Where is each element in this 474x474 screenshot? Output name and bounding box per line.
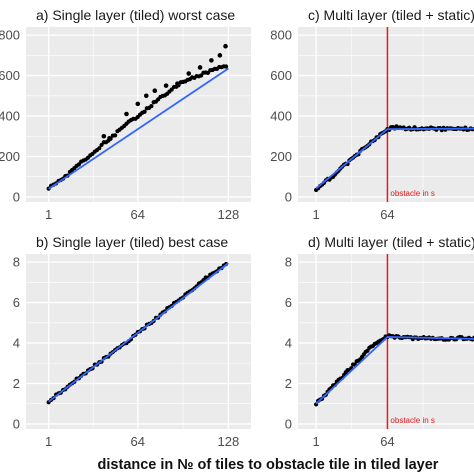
y-tick-label: 800 (0, 28, 20, 43)
panel-d-title: d) Multi layer (tiled + static) (308, 234, 474, 250)
y-tick-label: 0 (13, 189, 20, 204)
data-point-outlier (107, 135, 112, 141)
x-tick-label: 1 (45, 434, 52, 449)
obstacle-annotation: obstacle in s (390, 189, 434, 198)
data-point-outlier (152, 88, 158, 94)
data-point (142, 109, 147, 114)
y-tick-label: 800 (270, 28, 292, 43)
y-tick-label: 600 (270, 68, 292, 83)
fit-line (315, 336, 474, 405)
y-tick-label: 8 (285, 255, 292, 270)
panel-c-plot-area (298, 27, 474, 202)
x-tick-label: 128 (218, 434, 240, 449)
data-point-outlier (124, 111, 129, 117)
data-point-outlier (101, 133, 107, 139)
data-point-outlier (175, 81, 180, 86)
fit-line (315, 127, 474, 190)
data-point-outlier (197, 65, 203, 70)
x-tick-label: 64 (131, 434, 145, 449)
panel-d-marks: obstacle in s (314, 254, 474, 429)
y-tick-label: 4 (13, 336, 20, 351)
x-tick-label: 1 (45, 207, 52, 222)
x-tick-label: 64 (380, 207, 394, 222)
y-tick-label: 0 (13, 416, 20, 431)
panel-d-plot-area (298, 254, 474, 429)
obstacle-annotation: obstacle in s (390, 416, 434, 425)
panel-a-tick-labels: 1 64 128 0 200 400 600 800 (0, 28, 239, 222)
data-point-outlier (143, 93, 149, 99)
fit-line (48, 67, 229, 190)
y-tick-label: 2 (285, 376, 292, 391)
x-tick-label: 64 (380, 434, 394, 449)
panel-a-title: a) Single layer (tiled) worst case (36, 7, 235, 23)
data-point-outlier (217, 53, 223, 58)
panel-d: obstacle in s 1 64 0 2 4 6 8 d) Multi layer (t… (285, 234, 474, 449)
panel-c-marks: obstacle in s (314, 27, 474, 202)
data-point-outlier (163, 83, 169, 88)
data-point-outlier (209, 58, 214, 63)
panel-b-tick-labels: 1 64 128 0 2 4 6 8 (13, 255, 239, 449)
data-point (76, 162, 82, 167)
data-point (97, 146, 102, 151)
data-point-outlier (186, 71, 192, 76)
data-point-outlier (135, 101, 141, 107)
y-tick-label: 400 (0, 109, 20, 124)
data-point (223, 64, 229, 69)
data-point (113, 133, 118, 138)
panel-c-title: c) Multi layer (tiled + static) (308, 7, 474, 23)
x-tick-label: 64 (131, 207, 145, 222)
x-axis-label: distance in № of tiles to obstacle tile … (98, 457, 439, 473)
y-tick-label: 4 (285, 336, 292, 351)
y-tick-label: 400 (270, 109, 292, 124)
data-point-outlier (223, 43, 228, 49)
fit-line (48, 262, 229, 403)
y-tick-label: 6 (285, 295, 292, 310)
panel-d-tick-labels: 1 64 0 2 4 6 8 (285, 255, 395, 449)
panel-b-plot-area (26, 254, 251, 429)
panel-b-title: b) Single layer (tiled) best case (36, 234, 228, 250)
x-tick-label: 128 (218, 207, 240, 222)
y-tick-label: 200 (0, 149, 20, 164)
y-tick-label: 0 (285, 189, 292, 204)
panel-b-marks (46, 261, 229, 405)
panel-a-grid (26, 27, 251, 202)
x-tick-label: 1 (312, 207, 319, 222)
y-tick-label: 0 (285, 416, 292, 431)
panel-b-grid (26, 254, 251, 429)
y-tick-label: 8 (13, 255, 20, 270)
panel-a: 1 64 128 0 200 400 600 800 a) Single layer (til… (0, 7, 251, 222)
y-tick-label: 200 (270, 149, 292, 164)
data-point (149, 104, 154, 109)
panel-c: obstacle in s 1 64 0 200 400 600 800 c) Multi … (270, 7, 474, 222)
x-tick-label: 1 (312, 434, 319, 449)
panel-c-tick-labels: 1 64 0 200 400 600 800 (270, 28, 394, 222)
y-tick-label: 600 (0, 68, 20, 83)
panel-b: 1 64 128 0 2 4 6 8 b) Single layer (tiled) best… (13, 234, 251, 449)
panel-a-marks (46, 43, 229, 191)
y-tick-label: 6 (13, 295, 20, 310)
y-tick-label: 2 (13, 376, 20, 391)
